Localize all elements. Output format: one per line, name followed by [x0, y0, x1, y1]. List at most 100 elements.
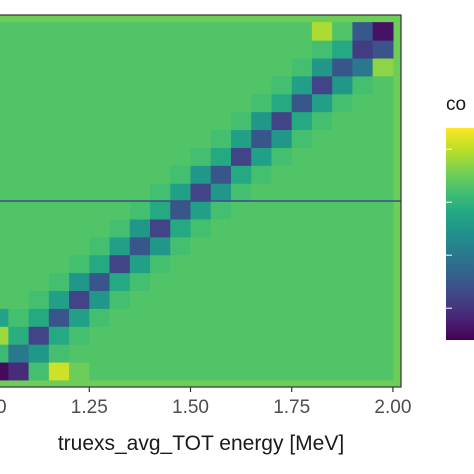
heatmap-cell	[8, 236, 30, 256]
heatmap-cell	[129, 165, 151, 184]
heatmap-cell	[89, 201, 111, 220]
heatmap-cell	[109, 201, 131, 220]
heatmap-cell	[0, 201, 9, 220]
heatmap-cell	[311, 344, 333, 363]
heatmap-cell	[352, 218, 374, 238]
heatmap-cell	[150, 22, 171, 41]
heatmap-cell	[150, 147, 171, 166]
heatmap-cell	[230, 93, 252, 113]
heatmap-cell	[0, 165, 9, 184]
heatmap-cell	[8, 183, 30, 202]
heatmap-cell	[150, 111, 171, 131]
heatmap-cell	[372, 111, 394, 131]
heatmap-cell	[251, 22, 273, 41]
heatmap-cell	[109, 272, 131, 292]
heatmap-cell	[8, 272, 30, 292]
heatmap-cell	[170, 111, 192, 131]
heatmap-cell	[190, 22, 212, 41]
heatmap-cell	[352, 183, 374, 202]
heatmap-cell	[291, 111, 313, 131]
heatmap-cell	[332, 183, 354, 202]
heatmap-cell	[109, 40, 131, 59]
heatmap-cell	[170, 290, 192, 309]
heatmap-cell	[109, 183, 131, 202]
heatmap-cell	[372, 22, 394, 41]
heatmap-cell	[48, 290, 70, 309]
heatmap-cell	[190, 290, 212, 309]
x-tick-label: 1.25	[71, 397, 108, 418]
heatmap-cell	[69, 40, 90, 59]
heatmap-cell	[170, 326, 192, 345]
heatmap-cell	[48, 344, 70, 363]
heatmap-cell	[190, 129, 212, 148]
heatmap-cell	[170, 93, 192, 113]
heatmap-cell	[109, 344, 131, 363]
heatmap-cell	[89, 22, 111, 41]
heatmap-cell	[89, 236, 111, 256]
heatmap-cell	[332, 201, 354, 220]
heatmap-cell	[28, 40, 50, 59]
heatmap-cell	[190, 75, 212, 95]
heatmap-cell	[48, 111, 70, 131]
heatmap-cell	[0, 290, 9, 309]
heatmap-cell	[251, 218, 273, 238]
heatmap-cell	[48, 218, 70, 238]
heatmap-cell	[271, 308, 293, 327]
heatmap-cell	[230, 147, 252, 166]
heatmap-cell	[190, 361, 212, 381]
heatmap-cell	[230, 183, 252, 202]
heatmap-cell	[109, 290, 131, 309]
heatmap-cell	[311, 129, 333, 148]
heatmap-cell	[352, 75, 374, 95]
heatmap-cell	[190, 344, 212, 363]
x-axis-title: truexs_avg_TOT energy [MeV]	[58, 432, 344, 455]
heatmap-cell	[8, 111, 30, 131]
heatmap-cell	[332, 93, 354, 113]
heatmap-cell	[89, 57, 111, 77]
heatmap-cell	[28, 272, 50, 292]
heatmap-cell	[332, 147, 354, 166]
heatmap-cell	[150, 57, 171, 77]
heatmap-cell	[28, 201, 50, 220]
heatmap-cell	[69, 344, 90, 363]
heatmap-cell	[190, 254, 212, 274]
heatmap-cell	[352, 111, 374, 131]
heatmap-cell	[251, 290, 273, 309]
heatmap-cell	[210, 308, 232, 327]
heatmap-cell	[48, 236, 70, 256]
heatmap-cell	[372, 40, 394, 59]
legend-colorbar	[446, 128, 474, 340]
heatmap-cell	[352, 290, 374, 309]
heatmap-cell	[28, 111, 50, 131]
heatmap-cell	[311, 308, 333, 327]
heatmap-cell	[352, 165, 374, 184]
heatmap-cell	[352, 326, 374, 345]
heatmap-cell	[0, 147, 9, 166]
heatmap-cell	[210, 236, 232, 256]
heatmap-cell	[28, 236, 50, 256]
heatmap-cell	[89, 183, 111, 202]
heatmap-cell	[332, 326, 354, 345]
heatmap-cell	[311, 254, 333, 274]
heatmap-cell	[129, 344, 151, 363]
heatmap-cell	[150, 272, 171, 292]
heatmap-cell	[150, 201, 171, 220]
heatmap-cell	[109, 326, 131, 345]
heatmap-cell	[190, 111, 212, 131]
heatmap-cell	[8, 326, 30, 345]
heatmap-cell	[48, 326, 70, 345]
heatmap-cell	[311, 326, 333, 345]
heatmap-cell	[372, 361, 394, 381]
heatmap-cell	[311, 272, 333, 292]
heatmap-cell	[230, 40, 252, 59]
heatmap-cell	[8, 344, 30, 363]
heatmap-cell	[352, 236, 374, 256]
heatmap-cell	[271, 165, 293, 184]
heatmap-cell	[190, 165, 212, 184]
heatmap-cell	[69, 290, 90, 309]
heatmap-cell	[210, 183, 232, 202]
heatmap-cell	[0, 183, 9, 202]
heatmap-cell	[352, 22, 374, 41]
heatmap-cell	[150, 75, 171, 95]
heatmap-cell	[28, 129, 50, 148]
